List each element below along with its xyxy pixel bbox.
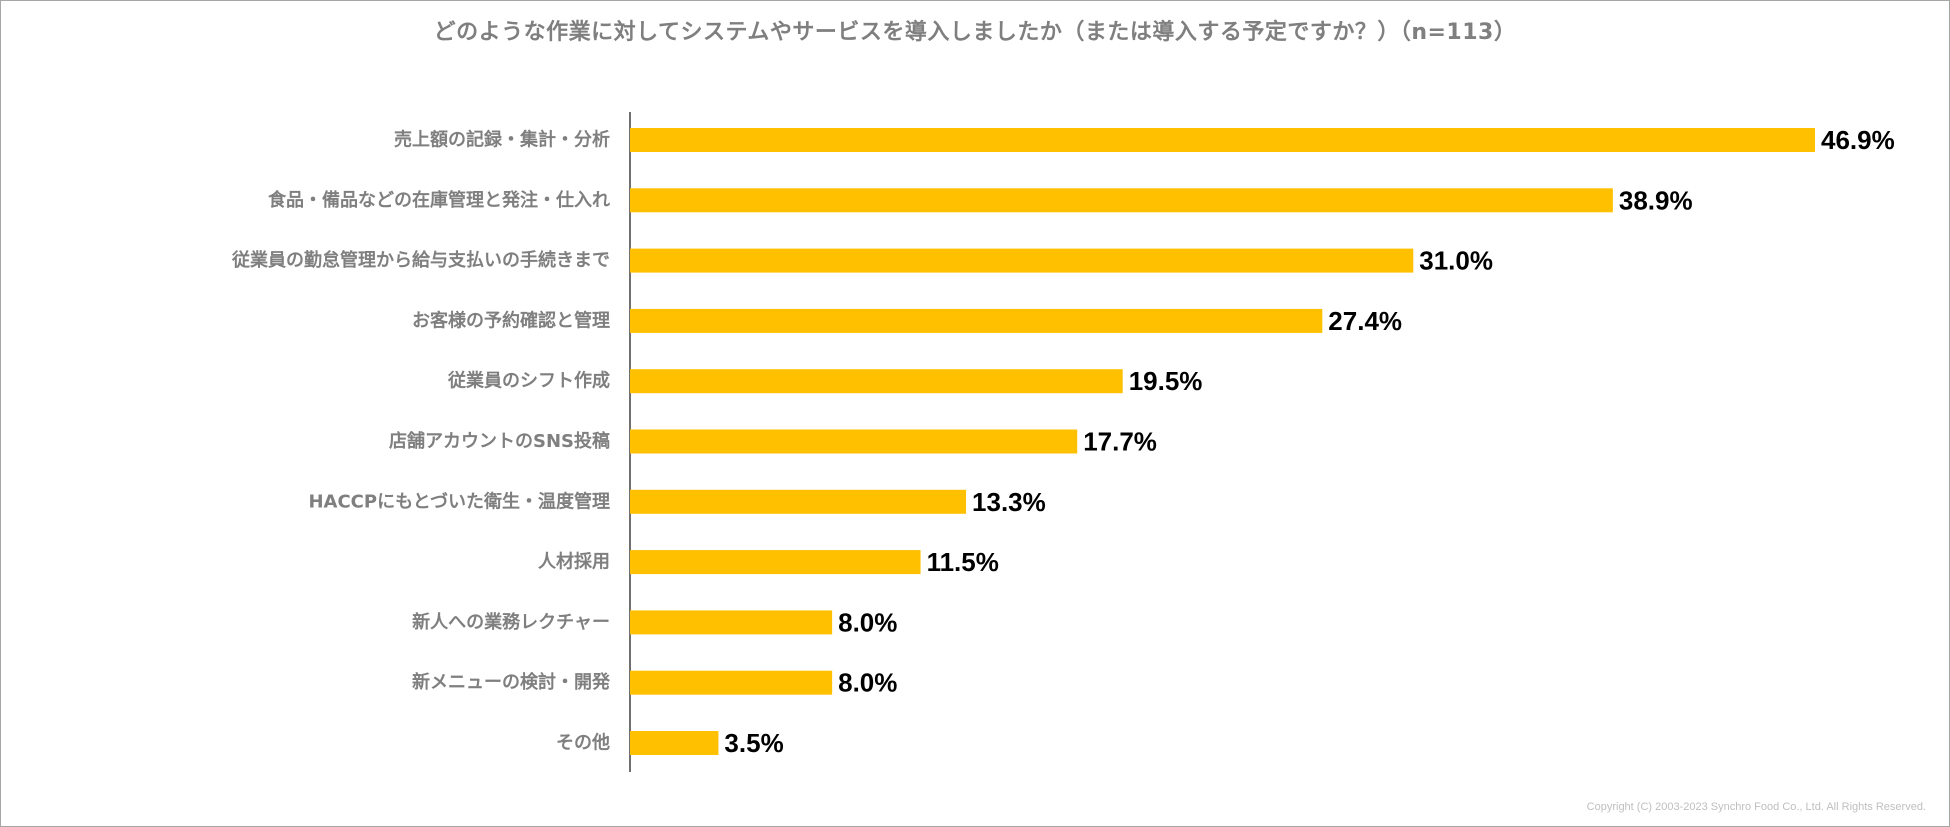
bar-5	[630, 369, 1123, 394]
bar-9	[630, 610, 833, 635]
category-label: お客様の予約確認と管理	[412, 309, 610, 331]
category-label: HACCPにもとづいた衛生・温度管理	[308, 490, 610, 512]
value-label: 19.5%	[1129, 366, 1203, 396]
category-label: その他	[556, 732, 610, 754]
value-label: 8.0%	[838, 668, 897, 698]
category-label: 売上額の記録・集計・分析	[394, 129, 610, 151]
bar-1	[630, 128, 1815, 152]
bar-2	[630, 188, 1613, 213]
value-label: 31.0%	[1419, 246, 1493, 276]
category-label: 食品・備品などの在庫管理と発注・仕入れ	[267, 189, 610, 211]
copyright-text: Copyright (C) 2003-2023 Synchro Food Co.…	[1586, 801, 1926, 813]
category-label: 新メニューの検討・開発	[412, 671, 611, 693]
bar-4	[630, 308, 1323, 333]
value-label: 3.5%	[724, 728, 783, 758]
bar-3	[630, 248, 1414, 273]
category-label: 人材採用	[538, 551, 610, 573]
bars-group	[630, 128, 1815, 755]
value-label: 8.0%	[838, 607, 897, 637]
value-labels-group: 46.9% 38.9% 31.0% 27.4% 19.5% 17.7% 13.3% 11.5%…	[724, 125, 1894, 758]
bar-7	[630, 489, 967, 514]
value-label: 11.5%	[927, 547, 999, 577]
category-label: 新人への業務レクチャー	[412, 611, 610, 633]
category-label: 従業員の勤怠管理から給与支払いの手続きまで	[231, 249, 610, 271]
category-labels-group: 売上額の記録・集計・分析食品・備品などの在庫管理と発注・仕入れ従業員の勤怠管理か…	[231, 129, 611, 754]
bar-11	[630, 731, 719, 755]
value-label: 17.7%	[1083, 427, 1157, 457]
category-label: 従業員のシフト作成	[447, 370, 610, 392]
value-label: 27.4%	[1328, 306, 1402, 336]
value-label: 38.9%	[1619, 185, 1693, 215]
chart-title: どのような作業に対してシステムやサービスを導入しましたか（または導入する予定です…	[433, 20, 1517, 45]
bar-8	[630, 550, 921, 575]
category-label: 店舗アカウントのSNS投稿	[389, 430, 610, 452]
value-label: 13.3%	[972, 487, 1046, 517]
bar-10	[630, 670, 833, 695]
value-label: 46.9%	[1821, 125, 1895, 155]
bar-6	[630, 429, 1078, 454]
